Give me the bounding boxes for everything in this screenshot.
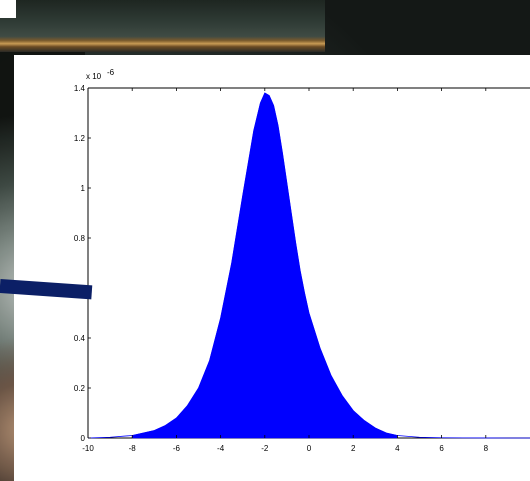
x-tick-label: -2: [261, 444, 269, 453]
y-tick-label: 0: [81, 434, 86, 443]
x-tick-label: -6: [173, 444, 181, 453]
distribution-area: [131, 92, 398, 439]
y-tick-label: 0.2: [74, 384, 86, 393]
x-tick-label: 2: [351, 444, 356, 453]
x-tick-label: -8: [129, 444, 137, 453]
x-tick-label: 8: [484, 444, 489, 453]
distribution-curve: [87, 92, 530, 439]
exponent-power: -6: [107, 68, 115, 77]
x-tick-label: 0: [307, 444, 312, 453]
x-tick-label: -4: [217, 444, 225, 453]
y-tick-label: 1: [81, 184, 86, 193]
x-tick-label: 4: [395, 444, 400, 453]
y-tick-label: 0.8: [74, 234, 86, 243]
y-tick-label: 1.4: [74, 84, 86, 93]
exponent-label: x 10: [86, 72, 102, 81]
x-tick-label: 6: [439, 444, 444, 453]
x-tick-label: -10: [82, 444, 94, 453]
top-photo-strip: [0, 0, 325, 52]
y-tick-label: 1.2: [74, 134, 86, 143]
y-tick-label: 0.4: [74, 334, 86, 343]
corner-patch: [0, 0, 16, 18]
